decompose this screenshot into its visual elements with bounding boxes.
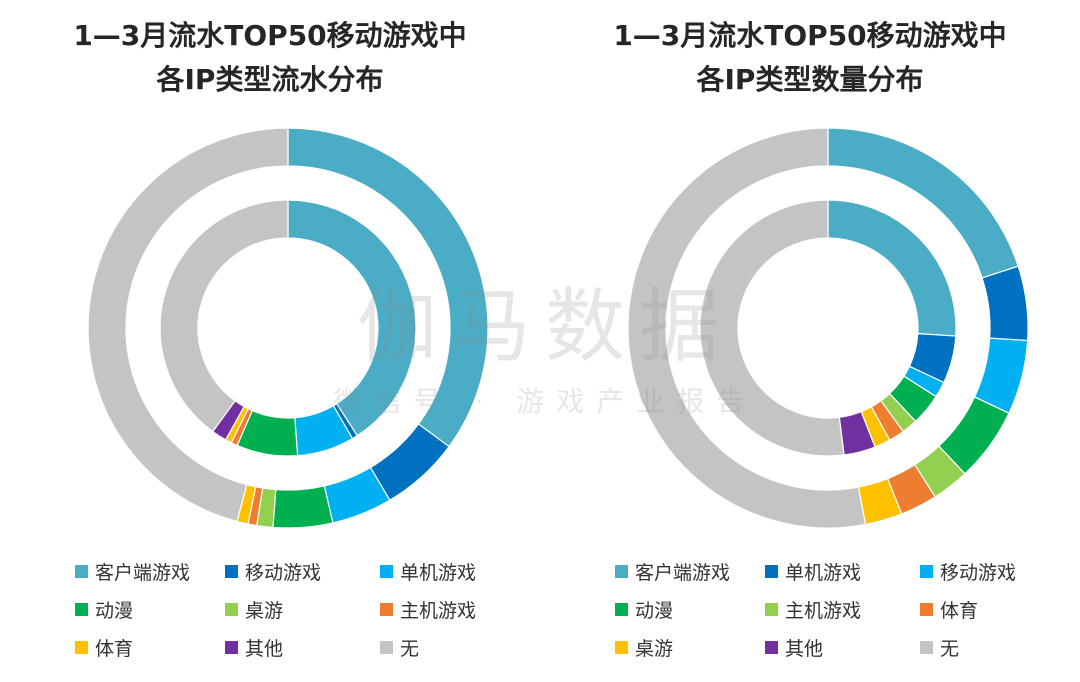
legend-swatch <box>225 564 238 578</box>
legend-label: 体育 <box>95 637 134 660</box>
legend-swatch <box>920 640 933 654</box>
chart-title: 1—3月流水TOP50移动游戏中 各IP类型数量分布 <box>540 14 1080 102</box>
chart-title-line-2: 各IP类型流水分布 <box>156 63 384 96</box>
legend-swatch <box>225 602 238 616</box>
legend-label: 单机游戏 <box>785 561 862 584</box>
legend-item: 动漫 <box>75 590 225 628</box>
legend-label: 客户端游戏 <box>95 561 191 584</box>
legend-item: 其他 <box>225 628 380 666</box>
legend-swatch <box>380 564 393 578</box>
legend-item: 移动游戏 <box>225 552 380 590</box>
chart-panel-revenue: 1—3月流水TOP50移动游戏中 各IP类型流水分布 客户端游戏 移动游戏 单机游戏… <box>0 14 540 666</box>
chart-title-line-1: 1—3月流水TOP50移动游戏中 <box>613 19 1007 52</box>
legend-label: 无 <box>400 637 420 660</box>
legend-label: 动漫 <box>635 599 674 622</box>
donut-slice-outer-9 <box>627 127 867 529</box>
legend-swatch <box>765 564 778 578</box>
legend-label: 移动游戏 <box>245 561 322 584</box>
donut-slice-outer-2 <box>981 265 1029 342</box>
chart-title-line-2: 各IP类型数量分布 <box>696 63 924 96</box>
legend-label: 桌游 <box>635 637 674 660</box>
donut-slice-outer-9 <box>87 127 289 523</box>
legend: 客户端游戏 单机游戏 移动游戏动漫 主机游戏 体育桌游 其他 无 <box>615 552 1055 666</box>
legend-label: 客户端游戏 <box>635 561 731 584</box>
legend-swatch <box>75 602 88 616</box>
legend-item: 无 <box>380 628 515 666</box>
legend-swatch <box>225 640 238 654</box>
chart-panel-count: 1—3月流水TOP50移动游戏中 各IP类型数量分布 客户端游戏 单机游戏 移动游戏… <box>540 0 1080 682</box>
legend-swatch <box>75 640 88 654</box>
legend-item: 体育 <box>920 590 1055 628</box>
legend-label: 移动游戏 <box>940 561 1017 584</box>
legend-swatch <box>920 564 933 578</box>
legend-swatch <box>380 602 393 616</box>
legend-item: 客户端游戏 <box>615 552 765 590</box>
legend-label: 主机游戏 <box>400 599 477 622</box>
legend-swatch <box>75 564 88 578</box>
donut-chart-count <box>627 127 1029 529</box>
donut-slice-inner-9 <box>699 199 845 457</box>
legend-item: 桌游 <box>615 628 765 666</box>
legend-swatch <box>765 640 778 654</box>
legend-item: 主机游戏 <box>765 590 920 628</box>
legend-item: 客户端游戏 <box>75 552 225 590</box>
legend-swatch <box>615 564 628 578</box>
legend-label: 桌游 <box>245 599 284 622</box>
legend-item: 主机游戏 <box>380 590 515 628</box>
chart-title: 1—3月流水TOP50移动游戏中 各IP类型流水分布 <box>0 14 540 102</box>
donut-slice-inner-1 <box>287 199 417 437</box>
legend-label: 动漫 <box>95 599 134 622</box>
legend-swatch <box>615 640 628 654</box>
chart-title-line-1: 1—3月流水TOP50移动游戏中 <box>73 19 467 52</box>
legend-label: 单机游戏 <box>400 561 477 584</box>
donut-slice-inner-1 <box>827 199 957 337</box>
legend-item: 体育 <box>75 628 225 666</box>
legend-item: 单机游戏 <box>765 552 920 590</box>
legend-label: 体育 <box>940 599 979 622</box>
legend-swatch <box>615 602 628 616</box>
donut-chart-revenue <box>87 127 489 529</box>
legend-label: 其他 <box>245 637 284 660</box>
legend-item: 单机游戏 <box>380 552 515 590</box>
donut-slice-inner-9 <box>159 199 289 433</box>
donut-slice-outer-4 <box>272 485 334 529</box>
legend-item: 其他 <box>765 628 920 666</box>
legend-swatch <box>765 602 778 616</box>
legend-label: 无 <box>940 637 960 660</box>
legend-swatch <box>380 640 393 654</box>
legend-item: 移动游戏 <box>920 552 1055 590</box>
legend-label: 其他 <box>785 637 824 660</box>
legend: 客户端游戏 移动游戏 单机游戏动漫 桌游 主机游戏体育 其他 无 <box>75 552 515 666</box>
legend-item: 桌游 <box>225 590 380 628</box>
legend-label: 主机游戏 <box>785 599 862 622</box>
legend-item: 无 <box>920 628 1055 666</box>
legend-item: 动漫 <box>615 590 765 628</box>
legend-swatch <box>920 602 933 616</box>
